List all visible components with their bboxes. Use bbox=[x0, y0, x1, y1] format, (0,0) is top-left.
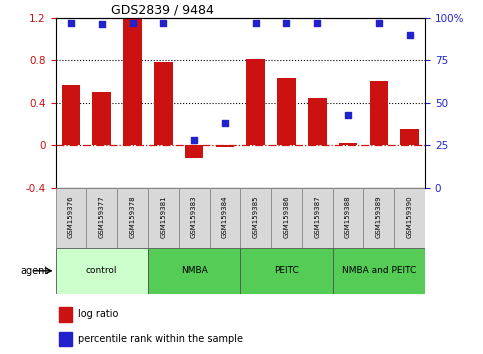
Text: percentile rank within the sample: percentile rank within the sample bbox=[78, 334, 243, 344]
Text: NMBA: NMBA bbox=[181, 266, 208, 275]
Bar bbox=[56, 188, 86, 248]
Text: GSM159377: GSM159377 bbox=[99, 195, 105, 238]
Bar bbox=[400, 129, 419, 145]
Bar bbox=[148, 248, 241, 294]
Bar bbox=[333, 188, 364, 248]
Text: GSM159390: GSM159390 bbox=[407, 195, 412, 238]
Point bbox=[67, 20, 75, 25]
Bar bbox=[240, 188, 271, 248]
Point bbox=[128, 20, 136, 25]
Point bbox=[190, 137, 198, 143]
Text: GSM159384: GSM159384 bbox=[222, 195, 228, 238]
Bar bbox=[240, 248, 333, 294]
Bar bbox=[302, 188, 333, 248]
Bar bbox=[369, 81, 388, 145]
Point bbox=[98, 22, 106, 27]
Text: PEITC: PEITC bbox=[274, 266, 299, 275]
Point bbox=[221, 120, 229, 126]
Text: NMBA and PEITC: NMBA and PEITC bbox=[342, 266, 416, 275]
Bar bbox=[185, 145, 203, 158]
Bar bbox=[210, 188, 240, 248]
Bar bbox=[117, 188, 148, 248]
Bar bbox=[86, 188, 117, 248]
Text: GSM159385: GSM159385 bbox=[253, 195, 259, 238]
Text: GSM159388: GSM159388 bbox=[345, 195, 351, 238]
Text: GDS2839 / 9484: GDS2839 / 9484 bbox=[111, 4, 214, 17]
Bar bbox=[333, 248, 425, 294]
Text: GSM159387: GSM159387 bbox=[314, 195, 320, 238]
Point bbox=[283, 20, 290, 25]
Bar bbox=[277, 78, 296, 145]
Bar bbox=[394, 188, 425, 248]
Text: GSM159376: GSM159376 bbox=[68, 195, 74, 238]
Text: GSM159386: GSM159386 bbox=[284, 195, 289, 238]
Text: GSM159381: GSM159381 bbox=[160, 195, 166, 238]
Point bbox=[344, 112, 352, 118]
Bar bbox=[308, 98, 327, 145]
Bar bbox=[62, 85, 80, 145]
Bar bbox=[148, 188, 179, 248]
Point bbox=[159, 20, 167, 25]
Bar bbox=[56, 248, 148, 294]
Bar bbox=[339, 143, 357, 145]
Bar bbox=[215, 145, 234, 147]
Text: GSM159383: GSM159383 bbox=[191, 195, 197, 238]
Point bbox=[375, 20, 383, 25]
Text: control: control bbox=[86, 266, 117, 275]
Point bbox=[252, 20, 259, 25]
Bar bbox=[179, 188, 210, 248]
Bar bbox=[154, 62, 172, 145]
Bar bbox=[59, 307, 72, 322]
Text: log ratio: log ratio bbox=[78, 309, 118, 319]
Point bbox=[313, 20, 321, 25]
Text: agent: agent bbox=[20, 266, 48, 276]
Text: GSM159378: GSM159378 bbox=[129, 195, 136, 238]
Bar bbox=[59, 332, 72, 347]
Point bbox=[406, 32, 413, 38]
Bar bbox=[123, 18, 142, 145]
Bar bbox=[364, 188, 394, 248]
Bar bbox=[271, 188, 302, 248]
Bar bbox=[246, 59, 265, 145]
Bar bbox=[92, 92, 111, 145]
Text: GSM159389: GSM159389 bbox=[376, 195, 382, 238]
